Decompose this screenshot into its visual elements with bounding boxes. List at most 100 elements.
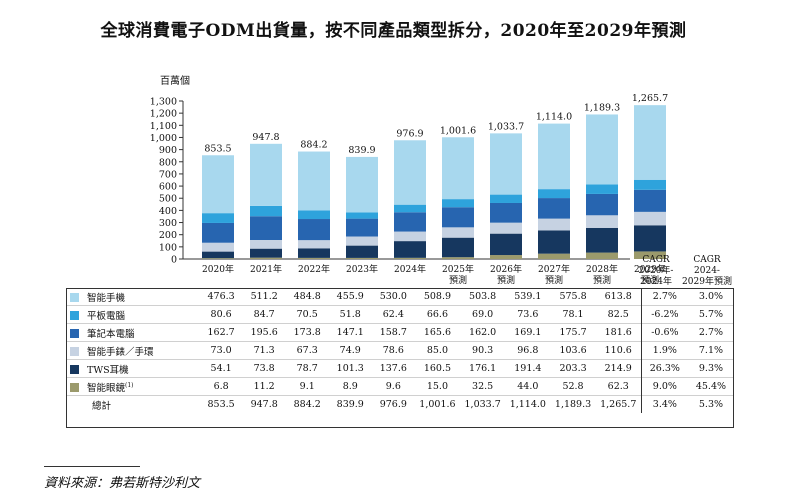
x-tick-label: 預測 — [593, 274, 611, 286]
table-cell: 508.9 — [423, 291, 452, 302]
bars — [202, 105, 666, 259]
bar-segment — [394, 231, 426, 242]
bar-segment — [298, 219, 330, 241]
total-label: 1,265.7 — [632, 93, 668, 104]
table-cell: 165.6 — [423, 327, 452, 338]
bar-segment — [346, 236, 378, 246]
table-row: 智能手機 476.3 511.2 484.8 455.9 530.0 508.9 503.8 5… — [66, 288, 734, 306]
total-label: 884.2 — [300, 140, 327, 151]
bar-segment — [490, 133, 522, 195]
bar-segment — [442, 199, 474, 208]
y-tick-label: 800 — [159, 157, 177, 168]
legend-swatch — [70, 292, 79, 302]
table-cell: 110.6 — [604, 345, 632, 356]
x-tick-label: 2026年 — [490, 263, 522, 275]
table-cell: 103.6 — [559, 345, 587, 356]
bar-segment — [586, 184, 618, 194]
bar-segment — [586, 114, 618, 185]
bar-segment — [442, 207, 474, 228]
legend-swatch — [70, 382, 79, 392]
table-cell: 191.4 — [514, 363, 542, 374]
table-cell: 1,033.7 — [464, 399, 501, 410]
legend-swatch — [70, 310, 79, 320]
table-cell: 511.2 — [250, 291, 278, 302]
row-label: 總計 — [66, 396, 200, 414]
table-cell: 160.5 — [423, 363, 452, 374]
x-axis-labels: 2020年 2021年 2022年 2023年 2024年 2025年預測2026年預測2… — [202, 255, 732, 287]
y-tick-label: 0 — [171, 255, 177, 266]
total-label: 1,114.0 — [536, 112, 572, 123]
legend-swatch — [70, 346, 79, 356]
row-label-text: 總計 — [92, 400, 112, 412]
cagr-cell: 1.9% — [640, 341, 688, 360]
cagr-header: 2029年預測 — [682, 275, 732, 287]
table-cell: 9.6 — [385, 381, 401, 392]
table-cell: 484.8 — [293, 291, 321, 302]
table-row: 智能手錶／手環 73.0 71.3 67.3 74.9 78.6 85.0 90.3 96.8 1… — [66, 341, 734, 360]
bar-segment — [394, 204, 426, 213]
table-cell: 62.4 — [382, 309, 404, 320]
table-cell: 9.1 — [299, 381, 315, 392]
total-label: 947.8 — [252, 132, 279, 143]
y-axis-unit-label: 百萬個 — [160, 76, 190, 87]
cagr-cell: 26.3% — [640, 359, 688, 378]
table-cell: 1,189.3 — [554, 399, 592, 410]
table-cell: 1,265.7 — [600, 399, 637, 410]
table-cell: 32.5 — [472, 381, 494, 392]
table-cell: 101.3 — [336, 363, 364, 374]
table-cell: 70.5 — [296, 309, 318, 320]
bar-segment — [490, 222, 522, 234]
table-cell: 96.8 — [517, 345, 539, 356]
bar-segment — [586, 193, 618, 216]
table-cell: 52.8 — [562, 381, 584, 392]
table-cell: 195.6 — [250, 327, 278, 338]
table-cell: 169.1 — [514, 327, 542, 338]
table-cell: 947.8 — [250, 399, 278, 410]
table-cell: 44.0 — [517, 381, 539, 392]
cagr-cell: 9.0% — [640, 377, 688, 396]
table-cell: 90.3 — [472, 345, 494, 356]
cagr-cell: 9.3% — [698, 363, 724, 374]
table-cell: 162.7 — [207, 327, 235, 338]
bar-segment — [202, 155, 234, 214]
table-cell: 455.9 — [336, 291, 364, 302]
cagr-header: 2024- — [694, 266, 720, 276]
legend-swatch — [70, 328, 79, 338]
table-row: 智能眼鏡(1) 6.8 11.2 9.1 8.9 9.6 15.0 32.5 44.0 52.8 6… — [66, 377, 734, 396]
row-label-text: 智能手錶／手環 — [87, 346, 154, 358]
x-tick-label: 2029年 — [634, 263, 666, 275]
stacked-bar-chart: 01002003004005006007008009001,0001,1001,… — [150, 93, 732, 287]
bar-segment — [634, 251, 666, 259]
table-cell: 158.7 — [379, 327, 407, 338]
bar-segment — [202, 213, 234, 223]
cagr-cell: 2.7% — [698, 327, 724, 338]
table-cell: 539.1 — [514, 291, 542, 302]
row-label-text: 智能眼鏡 — [87, 382, 126, 394]
total-label: 1,001.6 — [440, 125, 476, 136]
total-label: 839.9 — [348, 145, 375, 156]
table-cell: 173.8 — [293, 327, 321, 338]
table-cell: 73.0 — [210, 345, 232, 356]
bar-segment — [538, 253, 570, 259]
bar-segment — [202, 222, 234, 243]
x-tick-label: 預測 — [545, 274, 563, 286]
table-cell: 175.7 — [559, 327, 587, 338]
x-tick-label: 2027年 — [538, 263, 570, 275]
x-tick-label: 預測 — [641, 274, 659, 286]
table-cell: 8.9 — [342, 381, 358, 392]
bar-segment — [634, 189, 666, 212]
row-label-text: 平板電腦 — [87, 310, 126, 322]
total-label: 1,189.3 — [584, 102, 620, 113]
x-tick-label: 2025年 — [442, 263, 474, 275]
chart-title: 全球消費電子ODM出貨量，按不同產品類型拆分，2020年至2029年預測 — [100, 21, 687, 41]
table-cell: 884.2 — [293, 399, 321, 410]
bar-segment — [442, 227, 474, 238]
x-tick-label: 2023年 — [346, 263, 378, 275]
table-cell: 78.1 — [562, 309, 584, 320]
table-cell: 80.6 — [210, 309, 232, 320]
table-cell: 6.8 — [213, 381, 229, 392]
bar-segment — [250, 257, 282, 259]
row-label-text: TWS耳機 — [87, 364, 129, 376]
cagr-cell: 5.3% — [698, 399, 724, 410]
bar-segment — [298, 248, 330, 258]
